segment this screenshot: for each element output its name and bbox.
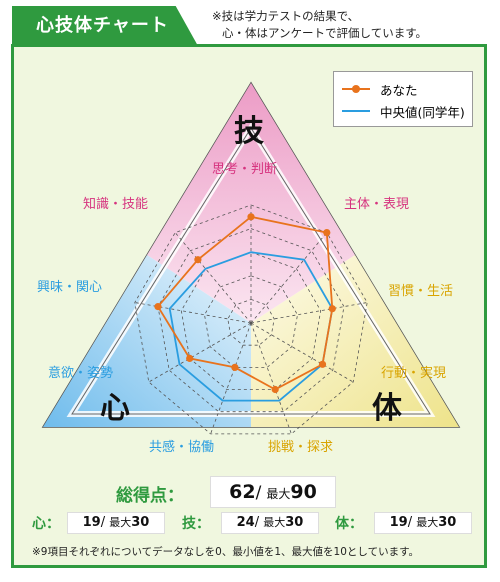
total-score-box: 62/ 最大90 xyxy=(210,476,336,508)
legend-label-you: あなた xyxy=(380,82,418,98)
corner-label-kokoro: 心 xyxy=(100,391,130,426)
grid-ring-8 xyxy=(157,228,345,413)
grid-ring-6 xyxy=(180,251,322,390)
gi-score-box: 24/ 最大30 xyxy=(221,512,319,534)
series-you-point-4 xyxy=(271,385,279,394)
kokoro-label: 心： xyxy=(32,516,60,532)
series-you-point-3 xyxy=(318,360,327,368)
spoke-2 xyxy=(250,302,368,324)
gi-score: 24 xyxy=(236,515,255,530)
series-you-point-1 xyxy=(323,229,331,237)
legend-swatch-median xyxy=(342,110,370,112)
axis-label-7: 興味・関心 xyxy=(37,280,103,295)
axis-label-6: 意欲・姿勢 xyxy=(48,366,114,381)
legend-swatch-you xyxy=(342,85,370,93)
note-line-2: 心・体はアンケートで評価しています。 xyxy=(222,26,428,40)
axis-label-4: 挑戦・探求 xyxy=(268,440,334,455)
note-line-1: ※技は学力テストの結果で、 xyxy=(212,9,360,23)
kokoro-region xyxy=(43,255,251,427)
series-you-point-7 xyxy=(154,303,162,311)
axis-label-1: 主体・表現 xyxy=(344,197,410,212)
legend-item-you: あなた xyxy=(342,80,418,98)
spoke-8 xyxy=(174,232,252,324)
axis-label-8: 知識・技能 xyxy=(83,197,149,212)
spoke-7 xyxy=(134,302,252,324)
legend-label-median: 中央値(同学年) xyxy=(380,104,465,120)
kokoro-score-box: 19/ 最大30 xyxy=(67,512,165,534)
corner-label-gi: 技 xyxy=(234,114,264,149)
chart-title: 心技体チャート xyxy=(12,6,198,46)
header-note: ※技は学力テストの結果で、 心・体はアンケートで評価しています。 xyxy=(212,8,427,42)
spoke-6 xyxy=(148,322,252,383)
corner-label-tai: 体 xyxy=(372,391,402,426)
series-you-point-8 xyxy=(194,256,202,264)
spoke-3 xyxy=(250,322,354,383)
series-you-point-6 xyxy=(186,354,194,362)
grid-ring-4 xyxy=(204,275,298,368)
spoke-1 xyxy=(250,232,328,324)
axis-label-0: 思考・判断 xyxy=(212,162,278,177)
kokoro-score: 19 xyxy=(82,515,101,530)
series-you-point-5 xyxy=(231,363,239,371)
series-you-point-2 xyxy=(328,305,336,313)
tai-region xyxy=(251,255,459,427)
tai-label: 体： xyxy=(335,516,363,532)
inner-triangle xyxy=(71,127,431,415)
footnote: ※9項目それぞれについてデータなしを0、最小値を1、最大値を10としています。 xyxy=(32,546,420,558)
spoke-4 xyxy=(250,322,292,435)
axis-label-2: 習慣・生活 xyxy=(388,284,454,299)
total-score-value: 62 xyxy=(229,481,256,503)
grid-ring-10 xyxy=(134,204,368,435)
tai-score-box: 19/ 最大30 xyxy=(374,512,472,534)
series-median-line xyxy=(168,251,334,402)
series-you-line xyxy=(156,215,334,391)
total-score-label: 総得点： xyxy=(116,486,184,506)
series-you-point-0 xyxy=(247,213,255,221)
axis-label-3: 行動・実現 xyxy=(381,366,447,381)
legend-item-median: 中央値(同学年) xyxy=(342,102,465,120)
gi-label: 技： xyxy=(182,516,210,532)
axis-label-5: 共感・協働 xyxy=(149,440,215,455)
legend: あなた 中央値(同学年) xyxy=(333,71,473,127)
tai-score: 19 xyxy=(389,515,408,530)
total-max-value: 90 xyxy=(290,481,317,503)
grid-ring-2 xyxy=(227,298,275,346)
spoke-5 xyxy=(210,322,252,435)
